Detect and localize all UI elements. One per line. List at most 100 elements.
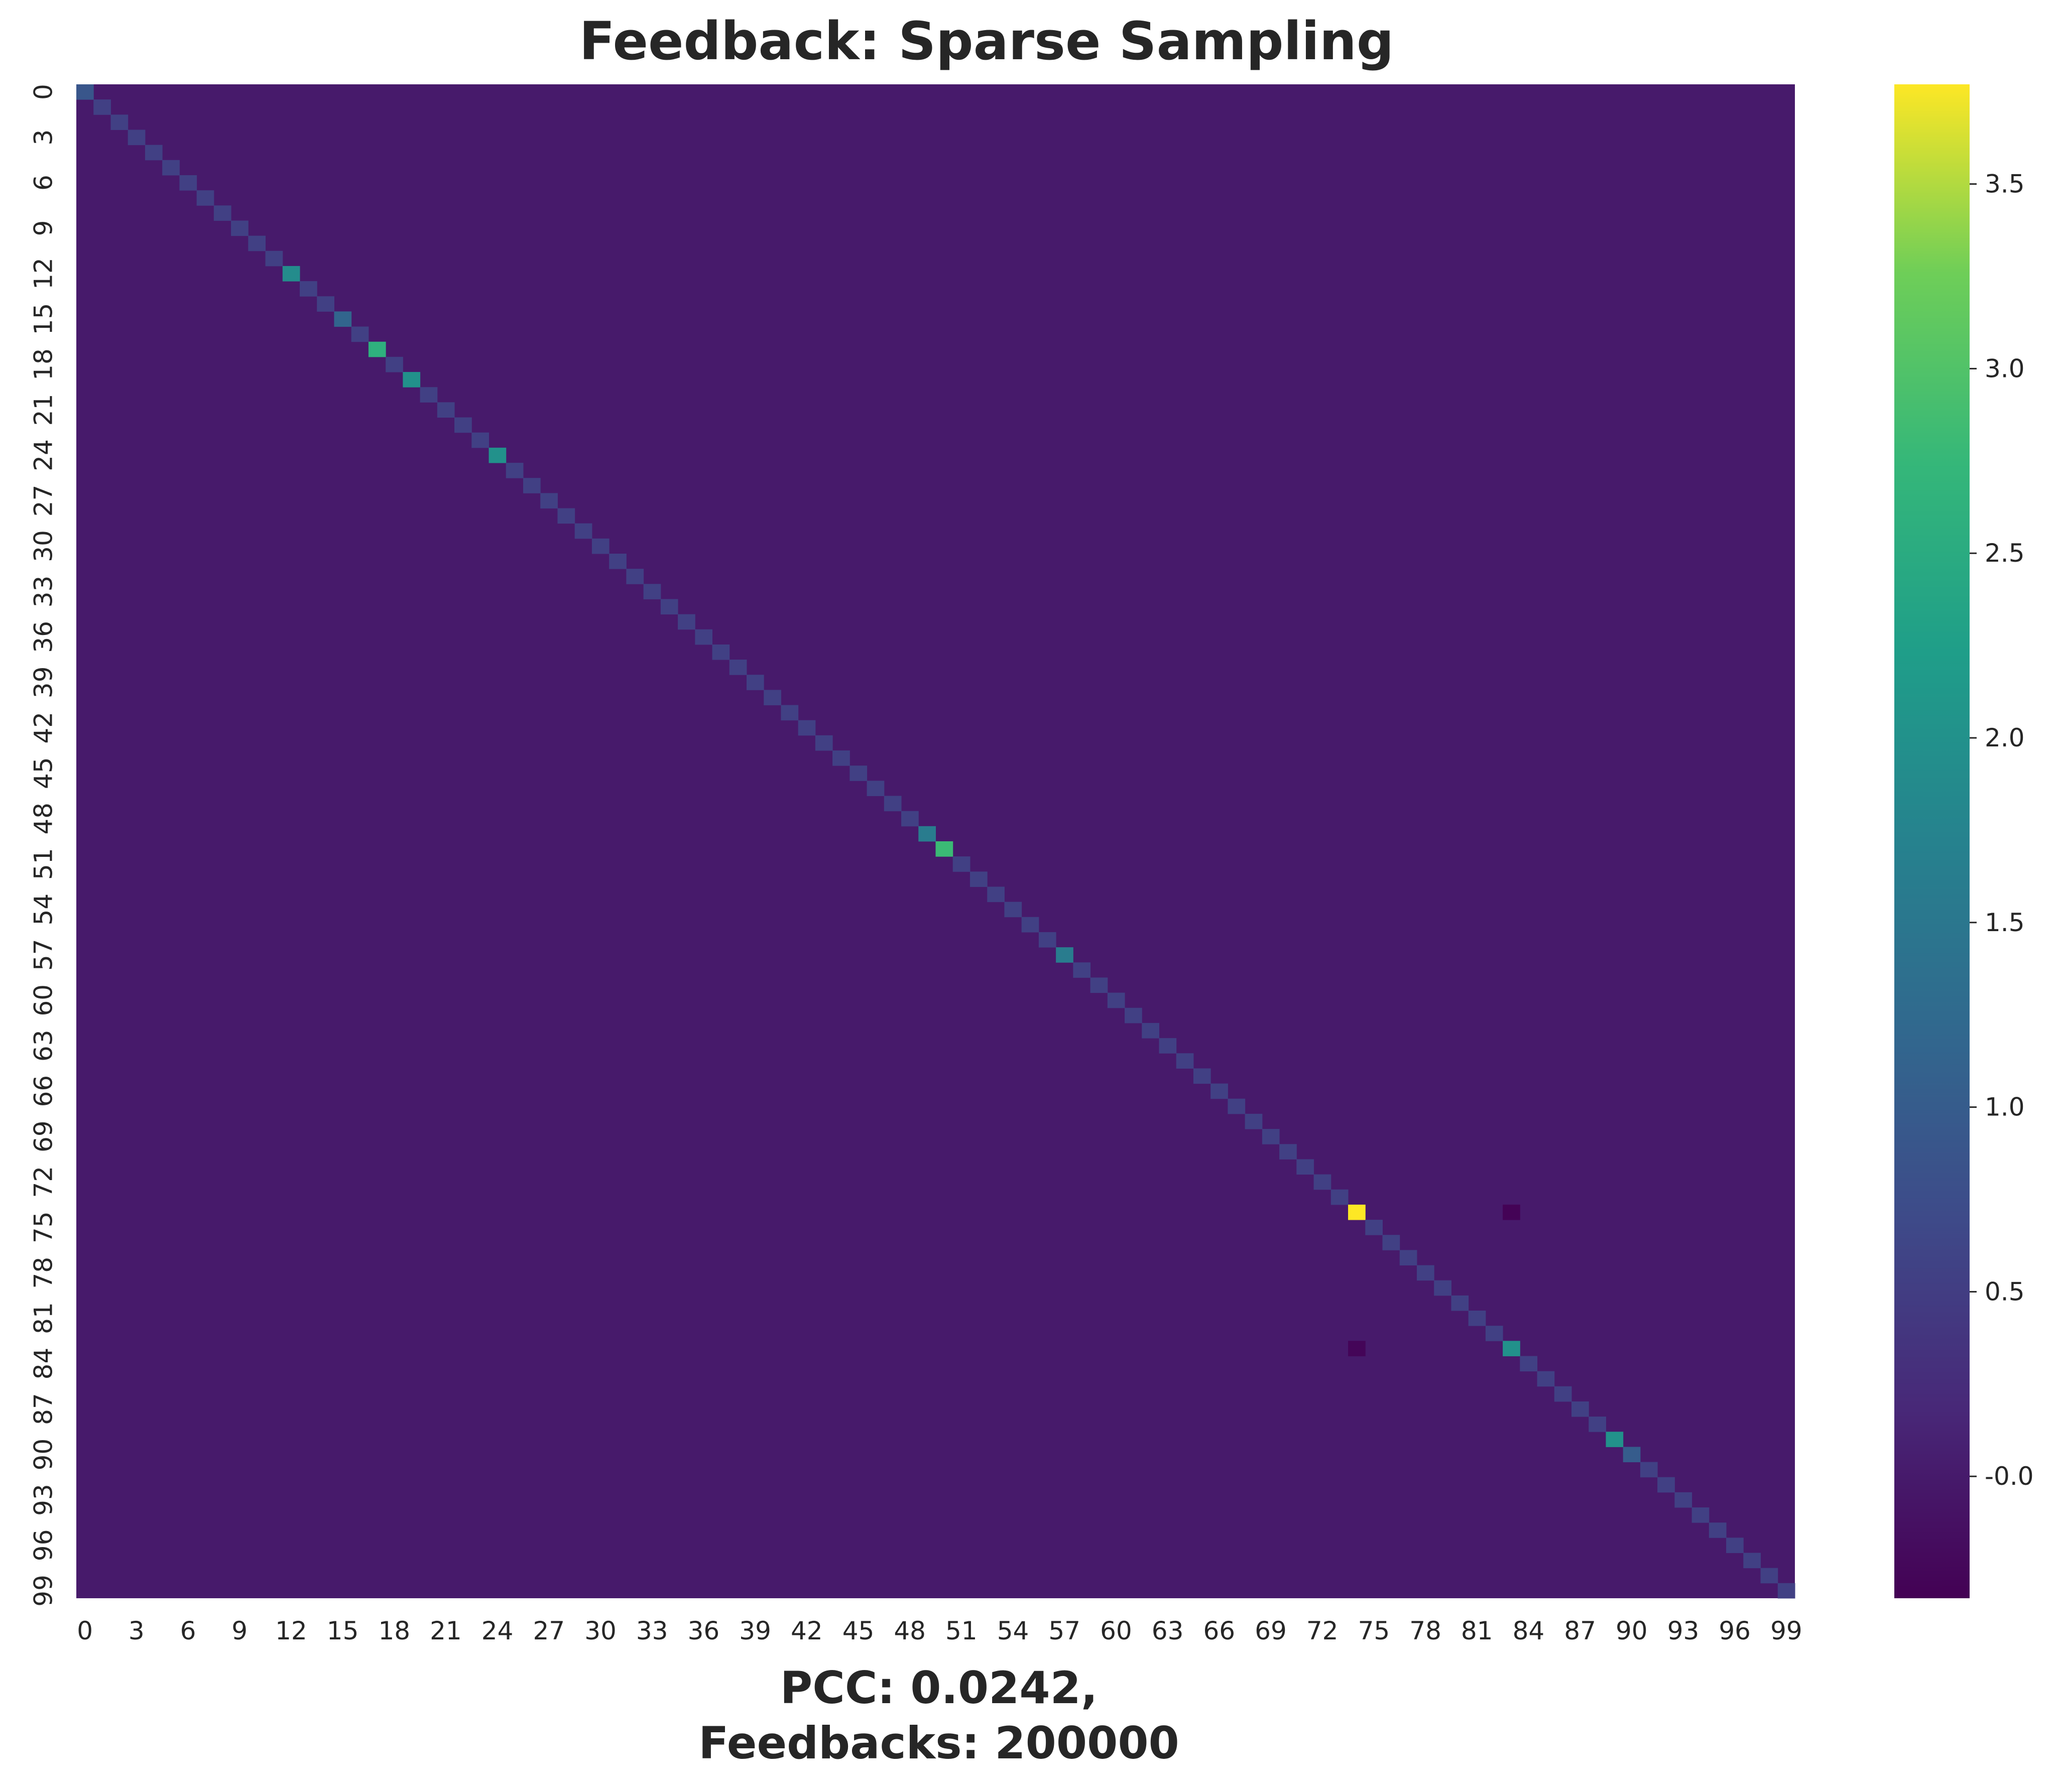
y-tick-label: 63: [29, 1030, 58, 1062]
heatmap-cell-diagonal: [93, 99, 111, 115]
x-tick-label: 87: [1564, 1616, 1596, 1645]
heatmap-cell-diagonal: [1073, 962, 1091, 978]
heatmap-cell-diagonal: [282, 266, 300, 282]
heatmap-cell-diagonal: [609, 553, 627, 569]
y-tick-label: 45: [29, 757, 58, 789]
x-tick-label: 27: [533, 1616, 565, 1645]
y-tick-label: 90: [29, 1439, 58, 1471]
colorbar-tick-label: 2.0: [1985, 723, 2025, 752]
x-tick-label: 33: [636, 1616, 668, 1645]
heatmap-cell-diagonal: [935, 841, 953, 857]
heatmap-cell-diagonal: [1193, 1068, 1211, 1084]
y-tick-label: 51: [29, 848, 58, 880]
y-axis-ticks: 0369121518212427303336394245485154576063…: [29, 84, 58, 1607]
y-tick-label: 87: [29, 1393, 58, 1425]
heatmap-cell-diagonal: [729, 660, 747, 675]
heatmap-cell-diagonal: [884, 796, 902, 812]
heatmap-cell-diagonal: [867, 781, 885, 797]
heatmap-cell-diagonal: [643, 584, 661, 599]
heatmap-cell-diagonal: [1313, 1174, 1331, 1190]
x-tick-label: 15: [327, 1616, 359, 1645]
y-tick-label: 96: [29, 1529, 58, 1562]
heatmap-cell-diagonal: [781, 705, 799, 721]
y-tick-label: 72: [29, 1166, 58, 1198]
heatmap-cell-outlier: [1503, 1204, 1520, 1220]
heatmap-cell-diagonal: [1606, 1432, 1624, 1447]
heatmap-cell-diagonal: [1416, 1265, 1434, 1281]
colorbar-ticks: -0.0 0.5 1.0 1.5 2.0 2.5 3.0 3.5: [1970, 170, 2034, 1491]
heatmap-cell-diagonal: [1657, 1477, 1675, 1493]
colorbar-tick-label: 1.0: [1985, 1093, 2025, 1122]
heatmap-cell-diagonal: [386, 356, 403, 372]
x-tick-label: 36: [688, 1616, 720, 1645]
x-tick-label: 96: [1719, 1616, 1751, 1645]
heatmap-cell-diagonal: [591, 538, 610, 554]
heatmap-cell-diagonal: [1743, 1553, 1761, 1569]
y-tick-label: 60: [29, 984, 58, 1016]
chart-title: Feedback: Sparse Sampling: [579, 11, 1394, 72]
heatmap-cell-diagonal: [574, 523, 592, 539]
heatmap-cell-diagonal: [1107, 992, 1125, 1008]
heatmap-cell-diagonal: [660, 599, 678, 615]
heatmap-cell-diagonal: [1468, 1310, 1486, 1326]
y-tick-label: 0: [29, 84, 58, 100]
heatmap-cell-diagonal: [1125, 1007, 1142, 1023]
x-tick-label: 90: [1616, 1616, 1648, 1645]
heatmap-cell-diagonal: [987, 886, 1005, 903]
heatmap-cell-diagonal: [196, 190, 214, 206]
y-tick-label: 57: [29, 939, 58, 971]
heatmap-cell-diagonal: [1228, 1098, 1246, 1114]
heatmap-cell-diagonal: [317, 296, 334, 312]
heatmap-cell-diagonal: [1537, 1371, 1555, 1387]
heatmap-cell-diagonal: [1485, 1326, 1503, 1341]
heatmap-cell-diagonal: [1176, 1053, 1194, 1069]
heatmap-cell-diagonal: [454, 417, 472, 433]
heatmap-cell-diagonal: [1640, 1462, 1658, 1478]
heatmap-cell-diagonal: [1451, 1295, 1469, 1311]
y-tick-label: 27: [29, 485, 58, 517]
x-axis-label-line-1: PCC: 0.0242,: [780, 1662, 1098, 1714]
heatmap-cell-diagonal: [952, 856, 971, 872]
y-tick-label: 33: [29, 576, 58, 608]
x-tick-label: 72: [1306, 1616, 1339, 1645]
x-tick-label: 99: [1770, 1616, 1802, 1645]
y-tick-label: 81: [29, 1302, 58, 1334]
heatmap-cell-diagonal: [746, 675, 764, 690]
heatmap-cell-diagonal: [1777, 1583, 1795, 1599]
colorbar: [1894, 84, 1970, 1598]
x-axis-ticks: 0 3 6 9 12 15 18 21 24 27 30 33 36 39 42 45 48 51 54 57 60 63…: [77, 1616, 1802, 1645]
heatmap-cell-diagonal: [145, 145, 163, 161]
heatmap-cell-diagonal: [1589, 1417, 1606, 1432]
heatmap-cell-diagonal: [1623, 1447, 1641, 1463]
heatmap-cell-diagonal: [420, 387, 438, 403]
heatmap-cell-diagonal: [1142, 1022, 1159, 1039]
heatmap-cell-diagonal: [1296, 1159, 1314, 1175]
heatmap-cell-diagonal: [489, 447, 507, 463]
x-tick-label: 81: [1461, 1616, 1493, 1645]
heatmap-cell-diagonal: [1004, 902, 1022, 918]
heatmap-cell-diagonal: [1434, 1280, 1451, 1296]
y-tick-label: 30: [29, 530, 58, 562]
y-tick-label: 48: [29, 803, 58, 835]
x-tick-label: 60: [1100, 1616, 1132, 1645]
heatmap-cell-diagonal: [850, 765, 868, 781]
heatmap-cell-diagonal: [901, 811, 919, 827]
heatmap-cell-diagonal: [1503, 1341, 1520, 1356]
x-tick-label: 9: [231, 1616, 248, 1645]
heatmap-cell-diagonal: [265, 250, 283, 267]
y-tick-label: 42: [29, 712, 58, 744]
heatmap-cell-diagonal: [471, 432, 490, 448]
y-tick-label: 99: [29, 1575, 58, 1607]
x-tick-label: 51: [945, 1616, 978, 1645]
x-tick-label: 42: [791, 1616, 823, 1645]
heatmap-cell-diagonal: [626, 569, 644, 584]
heatmap-cell-diagonal: [557, 508, 575, 524]
heatmap-cell-diagonal: [1090, 977, 1108, 993]
heatmap-cell-diagonal: [1245, 1113, 1263, 1129]
heatmap-cell-diagonal: [76, 84, 94, 100]
y-tick-label: 15: [29, 303, 58, 335]
y-tick-label: 54: [29, 893, 58, 926]
y-tick-label: 12: [29, 258, 58, 290]
x-tick-label: 66: [1203, 1616, 1235, 1645]
colorbar-tick-label: -0.0: [1985, 1462, 2034, 1491]
